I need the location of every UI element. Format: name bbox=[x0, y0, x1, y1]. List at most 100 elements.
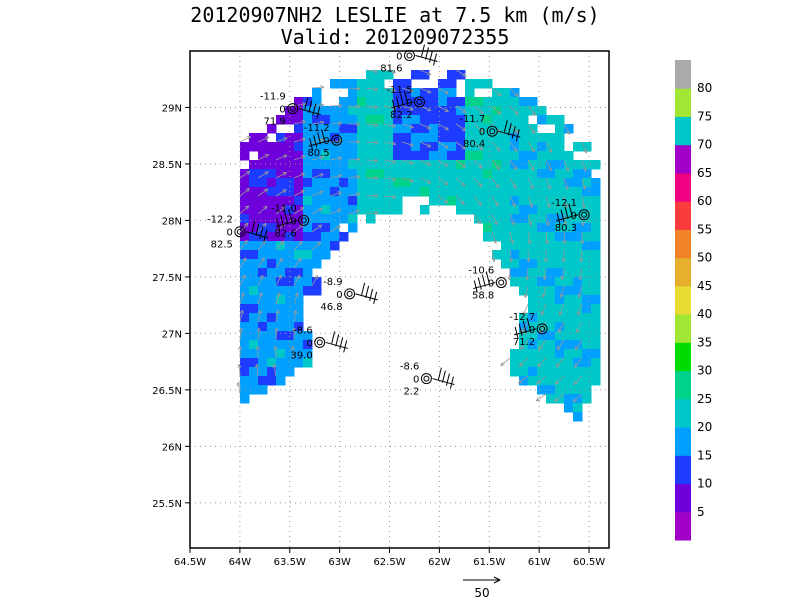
wind-arrowhead bbox=[510, 258, 514, 263]
observation-temp: -12.7 bbox=[509, 312, 535, 323]
wind-cell bbox=[519, 349, 529, 359]
wind-cell bbox=[366, 142, 376, 152]
wind-cell bbox=[240, 286, 250, 296]
wind-cell bbox=[573, 394, 583, 404]
wind-cell bbox=[393, 187, 403, 197]
wind-cell bbox=[267, 358, 277, 368]
wind-cell bbox=[393, 205, 403, 215]
wind-arrowhead bbox=[320, 156, 324, 160]
observation-temp: -11.5 bbox=[387, 85, 413, 96]
wind-barb bbox=[522, 320, 527, 333]
wind-cell bbox=[555, 142, 565, 152]
wind-cell bbox=[546, 160, 556, 170]
wind-arrowhead bbox=[283, 172, 287, 176]
wind-arrow bbox=[563, 123, 571, 135]
wind-cell bbox=[384, 97, 394, 107]
colorbar-label: 25 bbox=[697, 392, 712, 406]
wind-cell bbox=[456, 205, 466, 215]
wind-arrowhead bbox=[559, 312, 563, 316]
wind-arrow bbox=[576, 321, 583, 333]
wind-cell bbox=[357, 133, 367, 143]
wind-cell bbox=[537, 304, 547, 314]
wind-cell bbox=[303, 97, 313, 107]
wind-arrowhead bbox=[281, 206, 286, 208]
wind-cell bbox=[555, 331, 565, 341]
wind-cell bbox=[384, 160, 394, 170]
wind-arrow bbox=[545, 177, 551, 190]
wind-cell bbox=[321, 196, 331, 206]
wind-cell bbox=[357, 124, 367, 134]
wind-arrow bbox=[572, 393, 583, 403]
wind-cell bbox=[564, 295, 574, 305]
wind-arrowhead bbox=[513, 167, 517, 171]
wind-arrow bbox=[559, 303, 565, 316]
wind-cell bbox=[285, 106, 295, 116]
wind-cell bbox=[537, 232, 547, 242]
wind-cell bbox=[276, 313, 286, 323]
wind-arrowhead bbox=[247, 171, 251, 175]
wind-cell bbox=[546, 286, 556, 296]
wind-cell bbox=[294, 97, 304, 107]
wind-arrowhead bbox=[409, 145, 414, 147]
wind-cell bbox=[546, 295, 556, 305]
wind-cell bbox=[555, 340, 565, 350]
wind-cell bbox=[546, 169, 556, 179]
wind-cell bbox=[267, 124, 277, 134]
wind-cell bbox=[429, 124, 439, 134]
wind-arrowhead bbox=[565, 221, 568, 226]
observation-temp: -8.6 bbox=[400, 362, 420, 373]
wind-arrowhead bbox=[526, 276, 530, 281]
wind-arrowhead bbox=[279, 240, 284, 243]
reference-vector: 50 bbox=[463, 576, 501, 600]
wind-cell bbox=[564, 196, 574, 206]
wind-arrow bbox=[527, 213, 532, 226]
observation-pressure: 0 bbox=[413, 375, 419, 386]
wind-arrow bbox=[527, 105, 536, 116]
wind-cell bbox=[420, 133, 430, 143]
colorbar-label: 35 bbox=[697, 335, 712, 349]
wind-cell bbox=[573, 295, 583, 305]
wind-cell bbox=[339, 115, 349, 125]
wind-arrowhead bbox=[301, 102, 306, 105]
observation-marker: -11.5082.2 bbox=[387, 85, 425, 121]
wind-arrowhead bbox=[302, 138, 306, 142]
wind-arrowhead bbox=[500, 361, 503, 366]
wind-cell bbox=[294, 313, 304, 323]
wind-arrowhead bbox=[578, 275, 581, 280]
wind-barb bbox=[560, 209, 565, 222]
wind-cell bbox=[591, 259, 601, 269]
wind-arrow bbox=[437, 123, 449, 131]
wind-arrow bbox=[491, 249, 495, 262]
wind-arrowhead bbox=[564, 186, 569, 190]
wind-arrow bbox=[293, 224, 304, 233]
wind-arrow bbox=[275, 189, 287, 197]
wind-cell bbox=[573, 304, 583, 314]
wind-cell bbox=[384, 133, 394, 143]
wind-arrowhead bbox=[514, 94, 519, 97]
wind-cell bbox=[555, 187, 565, 197]
wind-arrowhead bbox=[275, 309, 279, 314]
wind-arrowhead bbox=[445, 162, 449, 167]
wind-arrowhead bbox=[260, 310, 262, 315]
y-tick-label: 29N bbox=[162, 103, 182, 114]
chart-subtitle: Valid: 201209072355 bbox=[280, 25, 510, 49]
wind-arrowhead bbox=[520, 347, 525, 350]
wind-cell bbox=[240, 232, 250, 242]
wind-arrowhead bbox=[338, 103, 343, 106]
wind-cell bbox=[357, 205, 367, 215]
wind-arrow bbox=[311, 241, 322, 251]
wind-arrowhead bbox=[521, 329, 526, 333]
wind-cell bbox=[411, 160, 421, 170]
wind-arrow bbox=[500, 357, 511, 366]
wind-arrowhead bbox=[566, 203, 569, 208]
wind-arrow bbox=[527, 249, 529, 263]
wind-cell bbox=[339, 151, 349, 161]
wind-arrow bbox=[311, 275, 318, 287]
wind-cell bbox=[591, 232, 601, 242]
wind-arrowhead bbox=[274, 345, 278, 350]
wind-arrow bbox=[491, 195, 499, 207]
wind-cell bbox=[348, 223, 358, 233]
wind-arrowhead bbox=[374, 195, 379, 198]
wind-arrowhead bbox=[410, 88, 414, 93]
wind-cell bbox=[393, 169, 403, 179]
